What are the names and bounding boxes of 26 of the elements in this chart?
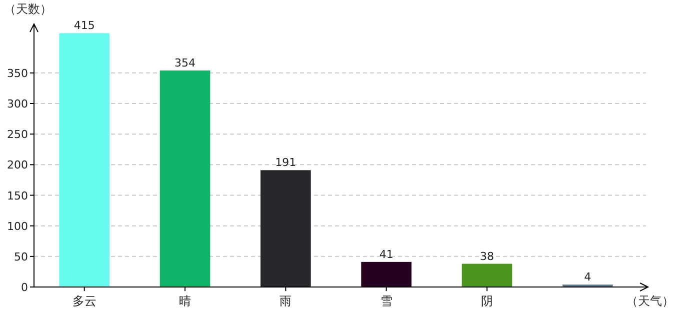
- data-label: 4: [584, 270, 592, 284]
- data-label: 415: [74, 19, 95, 32]
- x-tick-label: 晴: [179, 294, 191, 308]
- data-label: 41: [379, 248, 394, 261]
- y-tick-label: 200: [7, 158, 28, 172]
- x-tick-label: 多云: [72, 294, 96, 308]
- bar: [160, 70, 210, 287]
- x-tick-label: 雨: [280, 294, 292, 308]
- data-label: 38: [480, 250, 494, 263]
- x-tick-label: 阴: [481, 294, 493, 308]
- bar: [260, 170, 311, 287]
- y-tick-label: 350: [7, 66, 28, 80]
- y-axis-title: （天数）: [4, 2, 52, 16]
- y-tick-label: 250: [7, 128, 28, 142]
- y-tick-label: 100: [7, 220, 28, 233]
- data-label: 191: [275, 156, 296, 170]
- y-tick-label: 0: [21, 281, 28, 294]
- bar: [361, 262, 412, 287]
- x-tick-label: 雪: [380, 294, 392, 308]
- y-tick-label: 150: [7, 189, 28, 202]
- data-label: 354: [174, 56, 196, 70]
- bar: [462, 264, 512, 287]
- y-tick-label: 50: [14, 250, 28, 264]
- x-axis-title: （天气）: [626, 294, 674, 308]
- y-tick-label: 300: [7, 98, 28, 111]
- bar: [59, 33, 110, 287]
